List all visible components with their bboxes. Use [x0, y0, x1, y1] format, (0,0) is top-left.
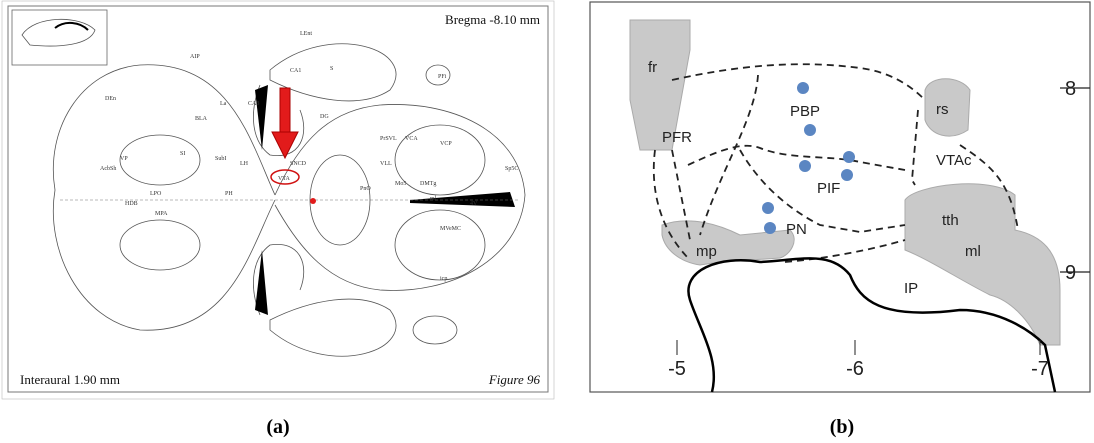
panel-a: VTA Bregma -8.10 mm Interaural 1.90 mm F…	[2, 1, 554, 399]
atlas-label: CA3	[248, 101, 259, 107]
region-label: fr	[648, 59, 657, 76]
recording-site	[797, 82, 809, 94]
region-label: tth	[942, 212, 959, 229]
recording-site	[841, 169, 853, 181]
caption: (b)	[830, 416, 854, 438]
atlas-label: DMTg	[420, 181, 436, 187]
interaural-label: Interaural 1.90 mm	[20, 372, 120, 387]
atlas-label: SNCD	[290, 161, 307, 167]
atlas-label: BLA	[195, 116, 208, 122]
region-label: VTAc	[936, 152, 972, 169]
atlas-label: SubI	[215, 156, 226, 162]
inset	[12, 10, 107, 65]
atlas-label: DEn	[105, 96, 116, 102]
region-label: PBP	[790, 103, 820, 120]
atlas-label: VCP	[440, 141, 452, 147]
target-dot	[310, 198, 316, 204]
atlas-label: AcbSh	[100, 166, 116, 172]
atlas-label: VCA	[405, 136, 418, 142]
y-axis-label: 8	[1065, 78, 1076, 100]
atlas-label: ml	[430, 196, 437, 202]
atlas-label: MPA	[155, 211, 168, 217]
region-label: PN	[786, 221, 807, 238]
region-label: rs	[936, 101, 949, 118]
atlas-label: LEnt	[300, 31, 312, 37]
x-axis-label: -5	[668, 358, 686, 380]
atlas-label: La	[220, 101, 227, 107]
atlas-label: icp	[440, 276, 447, 282]
x-axis-label: -6	[846, 358, 864, 380]
recording-site	[799, 160, 811, 172]
panel-b: 8 9 -5 -6 -7 fr PFR PBP rs VTAc PIF PN t…	[590, 2, 1090, 392]
region-label: IP	[904, 280, 918, 297]
figure-label: Figure 96	[488, 372, 541, 387]
recording-site	[762, 202, 774, 214]
atlas-label: LH	[240, 161, 249, 167]
recording-site	[843, 151, 855, 163]
atlas-label: PnO	[360, 186, 371, 192]
vta-label: VTA	[278, 176, 291, 182]
atlas-label: HDB	[125, 201, 138, 207]
atlas-label: PH	[225, 191, 233, 197]
atlas-label: AIP	[190, 54, 200, 60]
atlas-label: DG	[320, 114, 329, 120]
region-label: ml	[965, 243, 981, 260]
atlas-label: VLL	[380, 161, 392, 167]
caption: (a)	[266, 416, 289, 438]
atlas-label: MVeMC	[440, 226, 461, 232]
arrow-shaft	[280, 88, 290, 133]
figure: VTA Bregma -8.10 mm Interaural 1.90 mm F…	[0, 0, 1094, 443]
atlas-label: PFi	[438, 74, 447, 80]
bregma-label: Bregma -8.10 mm	[445, 12, 540, 27]
atlas-label: SI	[180, 151, 185, 157]
atlas-label: PrSVL	[380, 136, 397, 142]
atlas-label: S	[330, 66, 333, 72]
region-label: PFR	[662, 129, 692, 146]
region-label: PIF	[817, 180, 840, 197]
atlas-label: Sp5C	[505, 166, 518, 172]
recording-site	[764, 222, 776, 234]
atlas-label: VP	[120, 156, 128, 162]
x-axis-label: -7	[1031, 358, 1049, 380]
atlas-label: 4V	[470, 201, 478, 207]
atlas-label: CA1	[290, 68, 301, 74]
y-axis-label: 9	[1065, 262, 1076, 284]
recording-site	[804, 124, 816, 136]
region-label: mp	[696, 243, 717, 260]
atlas-label: LPO	[150, 191, 162, 197]
atlas-label: Mo5	[395, 181, 406, 187]
